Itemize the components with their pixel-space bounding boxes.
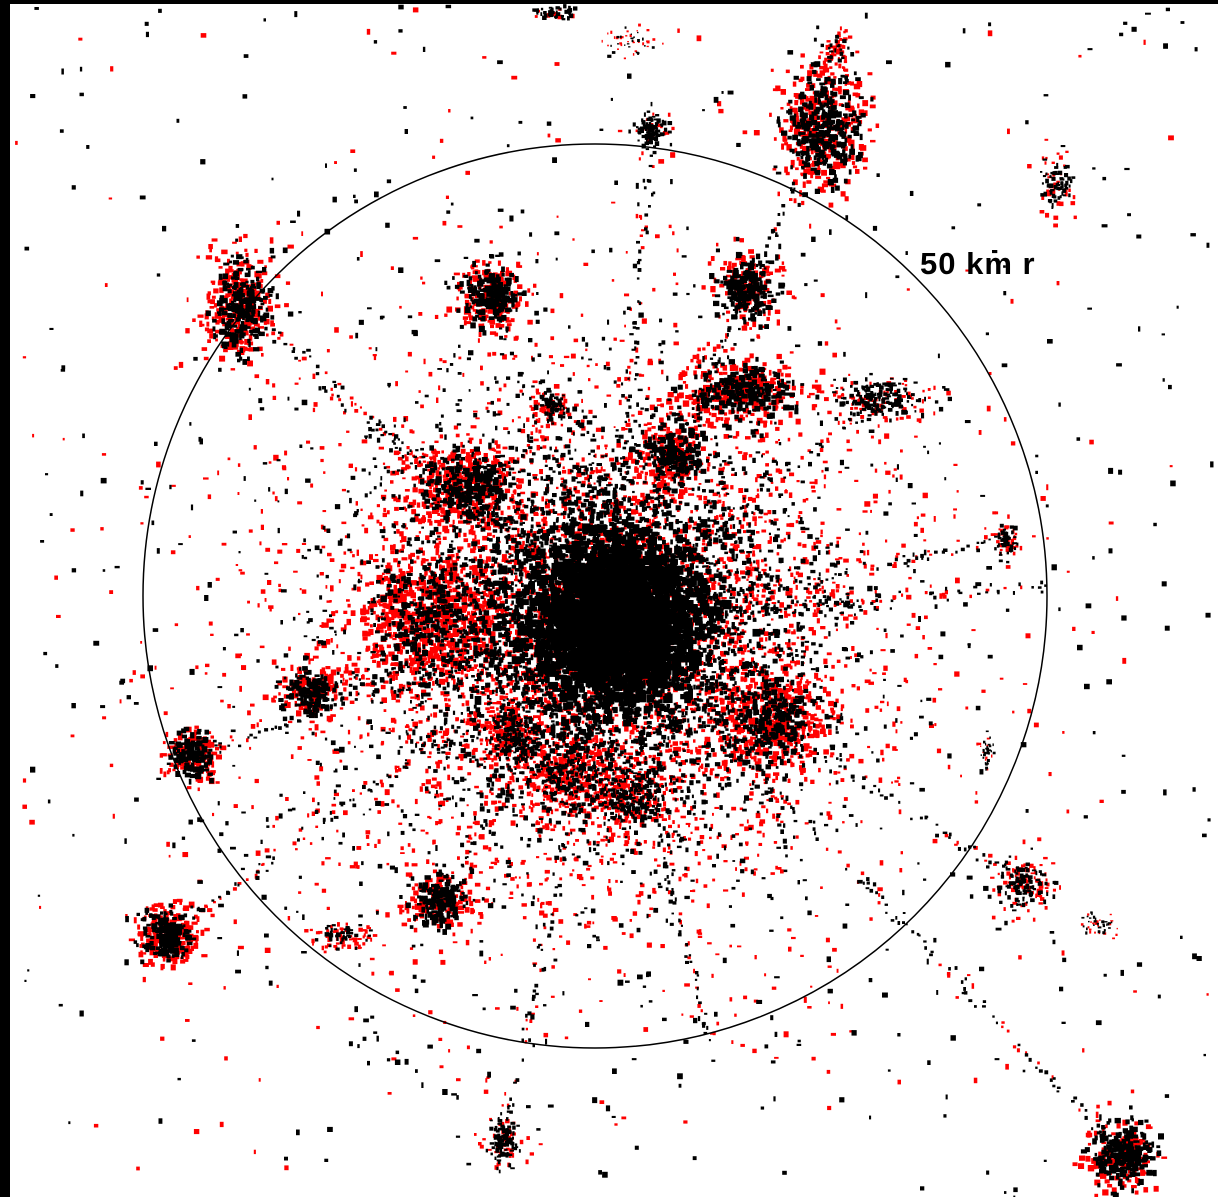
radius-ring [142,143,1048,1049]
radius-label: 50 km r [920,246,1036,282]
urban-growth-map: 50 km r [10,4,1218,1197]
older-urban-area-layer [24,4,1214,1197]
settlement-layer [15,4,1214,1197]
